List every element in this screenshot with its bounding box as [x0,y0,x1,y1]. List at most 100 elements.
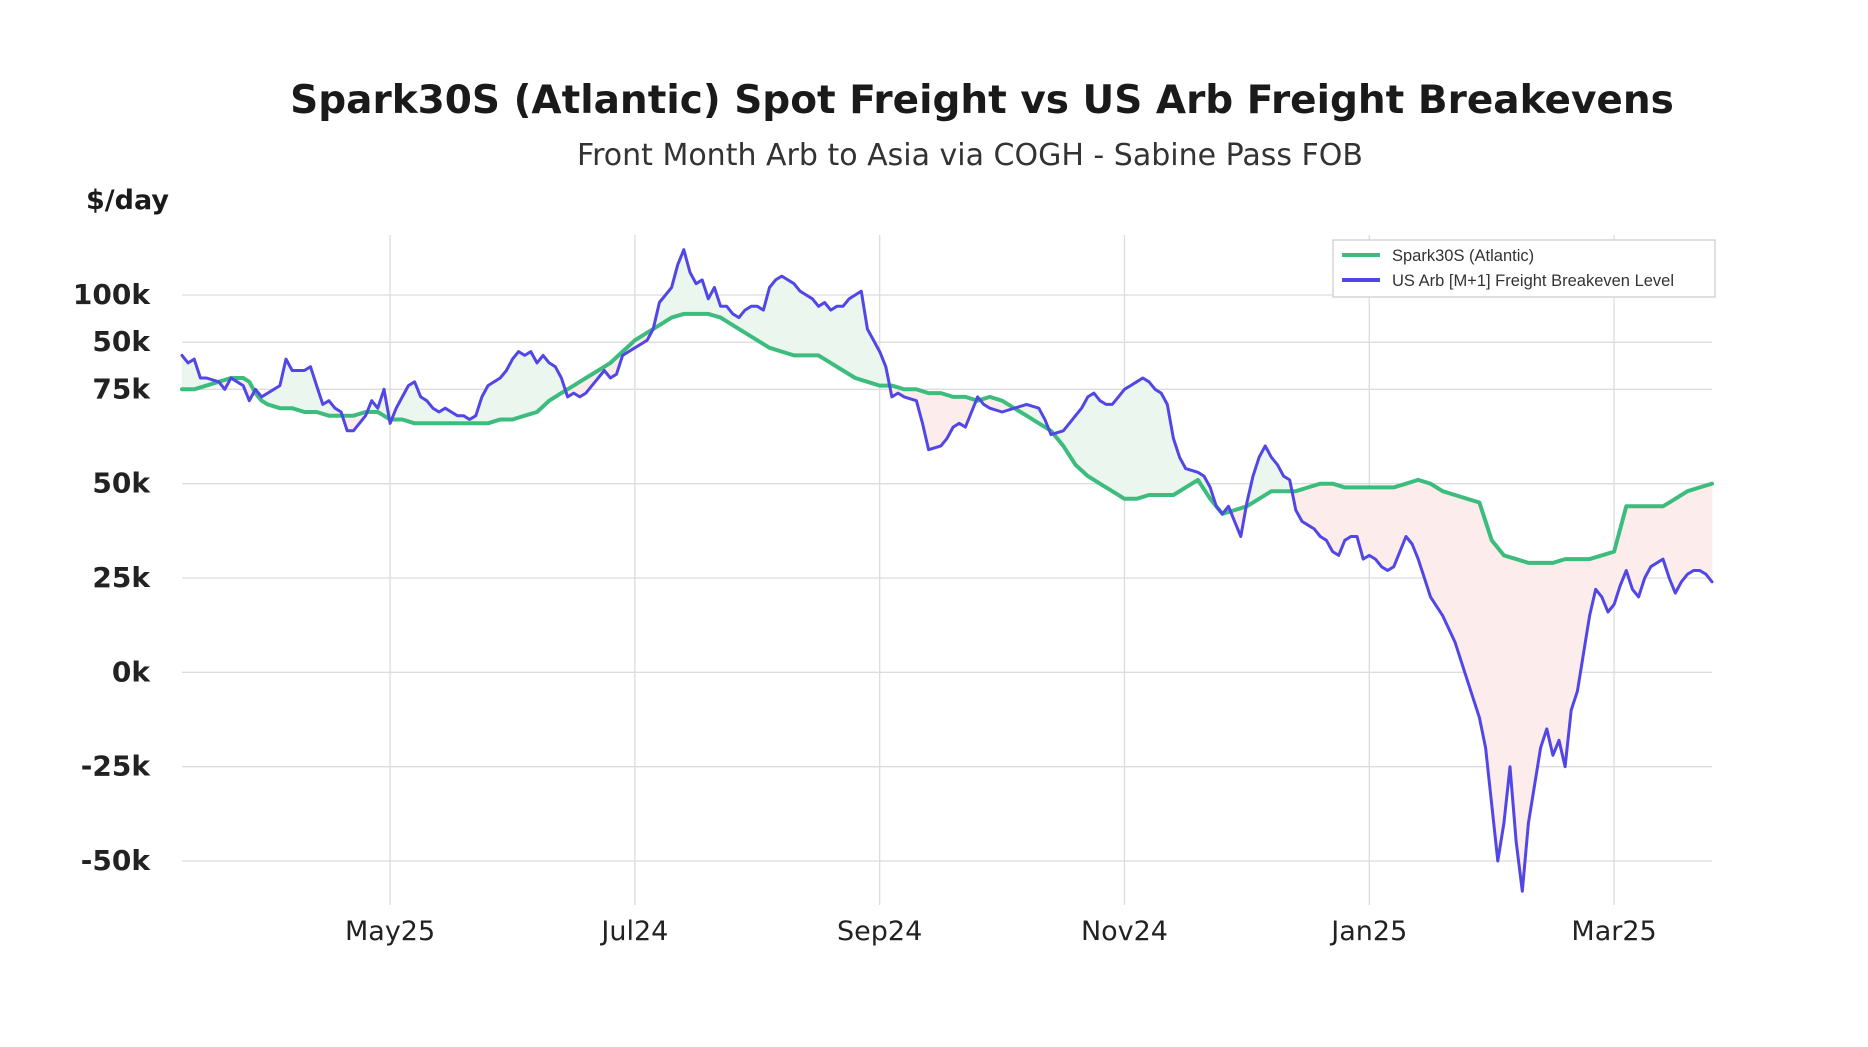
x-tick-label: May25 [345,916,435,947]
fill-segment [784,277,789,354]
fill-segment [1687,489,1691,575]
fill-segment [958,396,963,426]
fill-segment [1347,487,1352,539]
fill-segment [301,370,305,413]
fill-segment [411,381,415,424]
fill-segment [1506,555,1511,795]
fill-segment [1546,562,1551,743]
fill-segment [790,281,795,356]
fill-segment [539,354,544,410]
fill-segment [506,364,510,420]
fill-segment [1081,402,1085,474]
fill-segment [698,279,703,315]
fill-segment [756,305,761,343]
fill-segment [1323,483,1327,541]
fill-segment [1365,487,1370,558]
fill-segment [1124,386,1128,500]
fill-segment [1699,486,1704,573]
fill-segment [805,294,810,356]
fill-segment [833,305,838,368]
fill-segment [1368,487,1373,558]
fill-segment [1558,559,1563,754]
fill-segment [1497,546,1502,862]
fill-segment [1531,562,1535,805]
fill-segment [1705,484,1710,579]
fill-segment [854,292,859,380]
fill-segment [1463,497,1468,680]
fill-segment [1115,396,1119,496]
fill-segment [1310,485,1315,530]
fill-segment [294,370,299,411]
fill-segment [928,392,933,451]
fill-segment [1353,487,1358,537]
fill-segment [1078,407,1082,472]
fill-segment [857,290,862,381]
fill-segment [812,297,816,356]
fill-segment [1638,506,1642,597]
series-line-spark30s [180,311,1714,565]
fill-segment [1127,385,1131,500]
fill-segment [1610,551,1615,610]
fill-segment [1488,530,1492,805]
fill-segment [943,393,948,444]
fill-segment [1087,394,1092,479]
legend-label-spark30s: Spark30S (Atlantic) [1392,247,1534,265]
legend[interactable]: Spark30S (Atlantic) US Arb [M+1] Freight… [1332,239,1716,298]
fill-segment [851,294,856,379]
legend-box [1332,239,1716,298]
fill-segment [842,301,847,373]
fill-segment [769,282,773,350]
fill-segment [1136,379,1141,500]
fill-segment [1105,404,1110,490]
fill-segment [1473,500,1477,709]
fill-segment [1451,493,1456,643]
fill-segment [760,307,764,345]
fill-segment [1102,402,1107,488]
fill-segment [747,305,752,338]
fill-segment [1093,392,1098,483]
y-tick-label: -25k [81,750,152,783]
fill-segment [1316,483,1321,538]
fill-segment [1476,501,1480,718]
fill-segment [753,306,758,341]
fill-segment [1641,506,1645,588]
y-tick-label: 25k [92,561,151,594]
fill-segment [934,392,939,449]
fill-segment [1108,404,1113,492]
fill-segment [1445,491,1450,630]
fill-segment [1570,558,1575,711]
fill-segment [799,290,804,356]
fill-segment [1326,483,1330,547]
fill-segment [1111,399,1116,494]
fill-segment [1341,486,1346,548]
fill-segment [1659,506,1664,562]
fill-between-area [181,249,1713,892]
fill-segment [499,373,504,420]
fill-segment [961,396,966,428]
fill-segment [187,360,192,390]
fill-segment [1142,377,1147,498]
fill-segment [1096,396,1101,485]
fill-segment [821,302,825,360]
fill-segment [1540,562,1544,748]
fill-segment [1656,506,1661,564]
fill-segment [1402,483,1407,545]
x-tick-label: Mar25 [1571,916,1656,947]
y-axis-ticks: 100k 50k 75k 50k 25k 0k -25k -50k [73,278,151,877]
fill-segment [931,392,936,450]
fill-segment [1466,498,1471,690]
fill-segment [1543,562,1548,739]
x-tick-label: Jan25 [1329,916,1407,947]
fill-segment [533,357,538,414]
fill-segment [408,383,412,423]
fill-segment [1702,485,1707,575]
fill-segment [750,306,755,339]
fill-segment [1090,392,1095,481]
fill-segment [1500,550,1505,843]
fill-segment [1396,485,1401,560]
fill-segment [291,370,296,410]
fill-segment [493,379,498,422]
fill-segment [1405,482,1410,542]
fill-segment [1671,498,1676,594]
x-tick-label: Nov24 [1081,916,1168,947]
